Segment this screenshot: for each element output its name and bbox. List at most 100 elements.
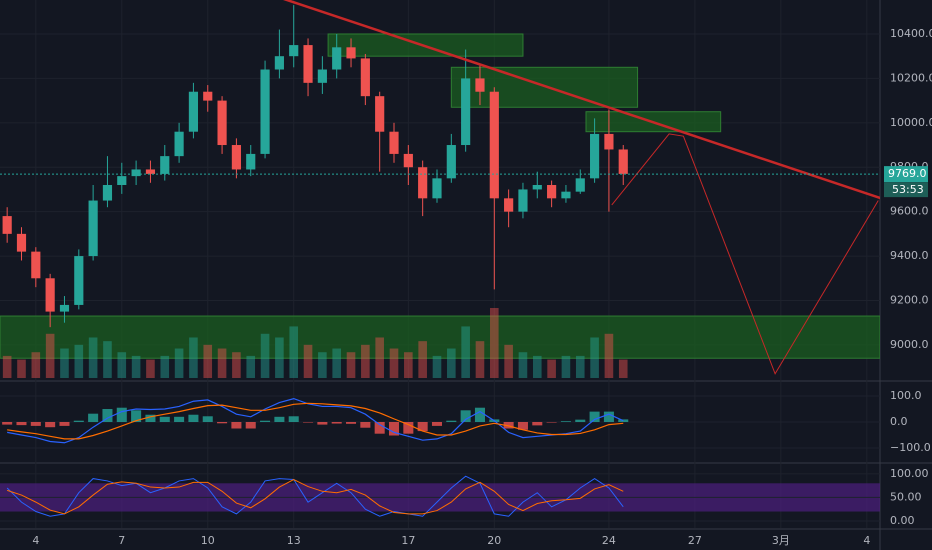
volume-bar: [375, 337, 384, 378]
candle-body: [489, 91, 499, 199]
macd-histogram-bar: [116, 407, 127, 422]
volume-bar: [31, 352, 41, 378]
macd-histogram-bar: [603, 411, 614, 422]
macd-histogram-bar: [260, 420, 271, 422]
candle-body: [145, 169, 156, 174]
macd-histogram-bar: [403, 422, 414, 434]
candle-body: [188, 91, 199, 132]
macd-histogram-bar: [589, 411, 600, 422]
volume-bar: [461, 326, 470, 378]
y-tick-label: 0.0: [890, 415, 908, 428]
macd-histogram-bar: [59, 422, 70, 426]
y-tick-label: 9200.0: [890, 293, 929, 306]
candle-body: [231, 145, 241, 170]
volume-bar: [289, 326, 299, 378]
stoch-d-line: [7, 478, 624, 515]
x-tick-label: 13: [287, 534, 301, 547]
candle-body: [418, 167, 428, 199]
candle-body: [432, 178, 442, 199]
macd-histogram-bar: [374, 422, 385, 434]
candle-body: [31, 251, 41, 279]
macd-histogram-bar: [73, 420, 84, 422]
volume-bar: [2, 355, 12, 378]
x-tick-label: 24: [602, 534, 616, 547]
countdown-box: [884, 182, 928, 198]
volume-bar: [404, 352, 413, 378]
macd-histogram-bar: [102, 409, 113, 422]
volume-bar: [203, 344, 213, 378]
macd-histogram-bar: [145, 414, 156, 422]
macd-histogram-bar: [331, 422, 342, 424]
trendline: [282, 0, 880, 200]
volume-bar: [432, 355, 442, 378]
candle-body: [375, 96, 385, 132]
volume-bar: [189, 337, 198, 378]
y-tick-label: 0.00: [890, 514, 915, 527]
macd-histogram-bar: [460, 410, 471, 422]
volume-bar: [346, 352, 356, 378]
macd-histogram-bar: [231, 422, 242, 429]
macd-histogram-bar: [16, 422, 27, 426]
candle-body: [332, 47, 342, 70]
volume-bar: [447, 348, 456, 378]
y-tick-label: 10200.0: [890, 71, 932, 84]
volume-bar: [332, 348, 341, 378]
volume-bar: [418, 341, 427, 378]
volume-bar: [575, 355, 585, 378]
y-tick-label: 100.00: [890, 467, 929, 480]
last-price-label: 9769.0: [888, 167, 927, 180]
macd-histogram-bar: [431, 422, 443, 426]
projection-path: [611, 133, 879, 375]
last-price-box: [884, 166, 928, 183]
candle-body: [16, 233, 27, 252]
volume-bar: [17, 359, 26, 378]
candle-body: [289, 45, 299, 57]
macd-histogram-bar: [560, 421, 571, 422]
macd-histogram-bar: [245, 422, 256, 429]
candle-body: [532, 185, 542, 190]
signal-line: [7, 402, 624, 440]
candle-body: [102, 185, 113, 201]
x-tick-label: 7: [118, 534, 125, 547]
volume-bar: [618, 359, 628, 378]
x-tick-label: 10: [201, 534, 215, 547]
volume-bar: [475, 341, 485, 378]
candle-body: [260, 69, 270, 154]
macd-histogram-bar: [188, 414, 199, 422]
candle-body: [160, 156, 170, 174]
countdown-label: 53:53: [892, 183, 924, 196]
volume-bar: [146, 359, 155, 378]
volume-bar: [117, 352, 127, 378]
volume-bar: [232, 352, 241, 378]
volume-bar: [490, 308, 499, 378]
volume-bar: [532, 355, 542, 378]
x-tick-label: 3月: [772, 534, 790, 547]
candle-body: [575, 178, 585, 192]
volume-bar: [74, 344, 84, 378]
macd-histogram-bar: [288, 416, 299, 422]
x-tick-label: 4: [32, 534, 39, 547]
candle-body: [45, 278, 55, 312]
candle-body: [174, 131, 184, 157]
candle-body: [217, 100, 227, 146]
y-tick-label: 9400.0: [890, 249, 929, 262]
macd-histogram-bar: [503, 422, 514, 429]
candle-body: [561, 191, 571, 199]
candle-body: [590, 133, 600, 179]
candle-body: [317, 69, 327, 83]
volume-bar: [561, 355, 571, 378]
volume-bar: [303, 344, 313, 378]
macd-histogram-bar: [388, 422, 400, 436]
macd-histogram-bar: [575, 419, 586, 422]
x-tick-label: 4: [863, 534, 870, 547]
price-plot: [0, 0, 880, 378]
candle-body: [475, 78, 485, 92]
volume-bar: [260, 333, 270, 378]
y-tick-label: −100.0: [890, 441, 931, 454]
macd-histogram-bar: [274, 416, 285, 422]
x-tick-label: 20: [487, 534, 501, 547]
candle-body: [203, 91, 213, 101]
volume-bar: [160, 355, 170, 378]
macd-histogram-bar: [45, 422, 56, 428]
